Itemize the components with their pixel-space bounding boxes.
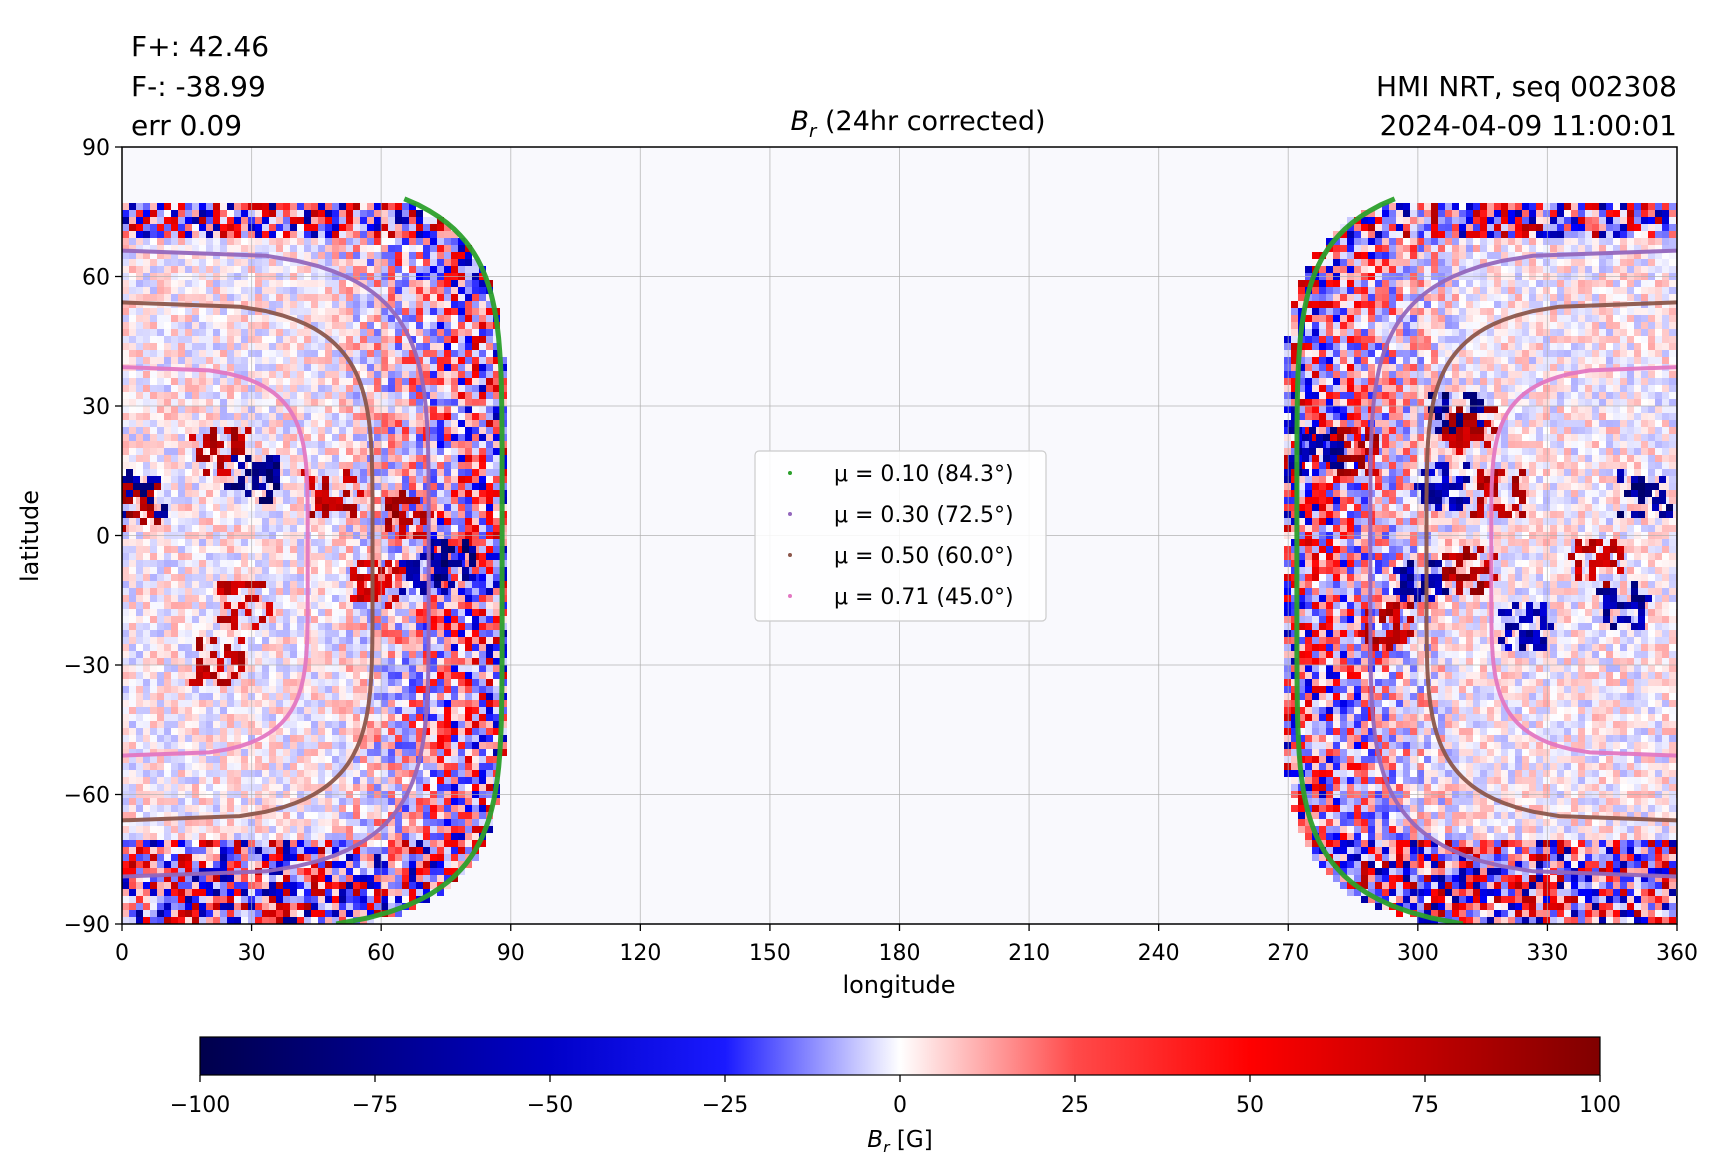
x-tick-label: 240 xyxy=(1138,941,1180,966)
x-tick-label: 120 xyxy=(619,941,661,966)
x-tick-label: 210 xyxy=(1008,941,1050,966)
cbar-label-symbol: B xyxy=(867,1127,883,1152)
mu-contour-right xyxy=(1368,248,1677,879)
colorbar xyxy=(199,1036,1601,1076)
colorbar-tick-label: 100 xyxy=(1579,1093,1621,1118)
title-symbol: B xyxy=(790,106,809,137)
mu-contour-left xyxy=(122,365,310,758)
mu-contour-left xyxy=(335,196,505,924)
y-tick-label: 30 xyxy=(82,395,110,420)
chart-title: Br (24hr corrected) xyxy=(790,106,1045,142)
x-tick-label: 30 xyxy=(238,941,266,966)
x-tick-label: 0 xyxy=(115,941,129,966)
mu-contour-right xyxy=(1424,300,1677,823)
colorbar-tick-label: 25 xyxy=(1061,1093,1089,1118)
colorbar-tick-label: −25 xyxy=(702,1093,748,1118)
mu-contour-left xyxy=(122,300,375,823)
legend-label: μ = 0.71 (45.0°) xyxy=(834,585,1014,610)
magnetogram-map xyxy=(122,203,1677,924)
colorbar-tick-label: −50 xyxy=(527,1093,573,1118)
source-line1: HMI NRT, seq 002308 xyxy=(1376,70,1677,103)
legend-marker xyxy=(788,594,792,598)
axis-ticks: 0 30 60 90 120 150 180 210 240 270 300 330 360−90−60… xyxy=(64,136,1698,966)
legend-marker xyxy=(788,471,792,475)
mu-contour-left xyxy=(122,248,431,879)
legend-marker xyxy=(788,512,792,516)
y-tick-label: 60 xyxy=(82,266,110,291)
colorbar-tick-label: 0 xyxy=(893,1093,907,1118)
x-tick-label: 330 xyxy=(1526,941,1568,966)
x-tick-label: 60 xyxy=(367,941,395,966)
colorbar-tick-label: 50 xyxy=(1236,1093,1264,1118)
source-line2: 2024-04-09 11:00:01 xyxy=(1380,109,1677,142)
legend-label: μ = 0.10 (84.3°) xyxy=(834,462,1014,487)
stat-err: err 0.09 xyxy=(131,109,242,142)
mu-contour-right xyxy=(1489,365,1677,758)
x-axis-label: longitude xyxy=(842,971,955,999)
legend-box xyxy=(754,450,1047,622)
title-rest: (24hr corrected) xyxy=(816,106,1045,137)
colorbar-tick-label: −100 xyxy=(170,1093,230,1118)
cbar-label-rest: [G] xyxy=(890,1127,933,1152)
legend: μ = 0.10 (84.3°) μ = 0.30 (72.5°) μ = 0.50… xyxy=(754,450,1047,622)
x-tick-label: 180 xyxy=(879,941,921,966)
x-tick-label: 360 xyxy=(1656,941,1698,966)
colorbar-tick-label: −75 xyxy=(352,1093,398,1118)
stat-fminus: F-: -38.99 xyxy=(131,70,266,103)
cbar-label-subscript: r xyxy=(883,1138,891,1152)
x-tick-label: 300 xyxy=(1397,941,1439,966)
x-tick-label: 150 xyxy=(749,941,791,966)
title-subscript: r xyxy=(809,121,818,142)
y-tick-label: −30 xyxy=(64,654,110,679)
y-axis-label: latitude xyxy=(16,490,44,582)
y-tick-label: −60 xyxy=(64,784,110,809)
y-tick-label: −90 xyxy=(64,913,110,938)
colorbar-label: Br [G] xyxy=(867,1127,932,1152)
legend-marker xyxy=(788,553,792,557)
stat-fplus: F+: 42.46 xyxy=(131,30,269,63)
colorbar-ticks: −100 −75 −50 −25 0 25 50 75 100 xyxy=(170,1075,1621,1118)
x-tick-label: 270 xyxy=(1267,941,1309,966)
y-tick-label: 0 xyxy=(96,525,110,550)
legend-label: μ = 0.50 (60.0°) xyxy=(834,544,1014,569)
legend-label: μ = 0.30 (72.5°) xyxy=(834,503,1014,528)
y-tick-label: 90 xyxy=(82,136,110,161)
mu-contour-right xyxy=(1294,196,1464,924)
mu-contours xyxy=(122,196,1677,924)
colorbar-tick-label: 75 xyxy=(1411,1093,1439,1118)
x-tick-label: 90 xyxy=(497,941,525,966)
